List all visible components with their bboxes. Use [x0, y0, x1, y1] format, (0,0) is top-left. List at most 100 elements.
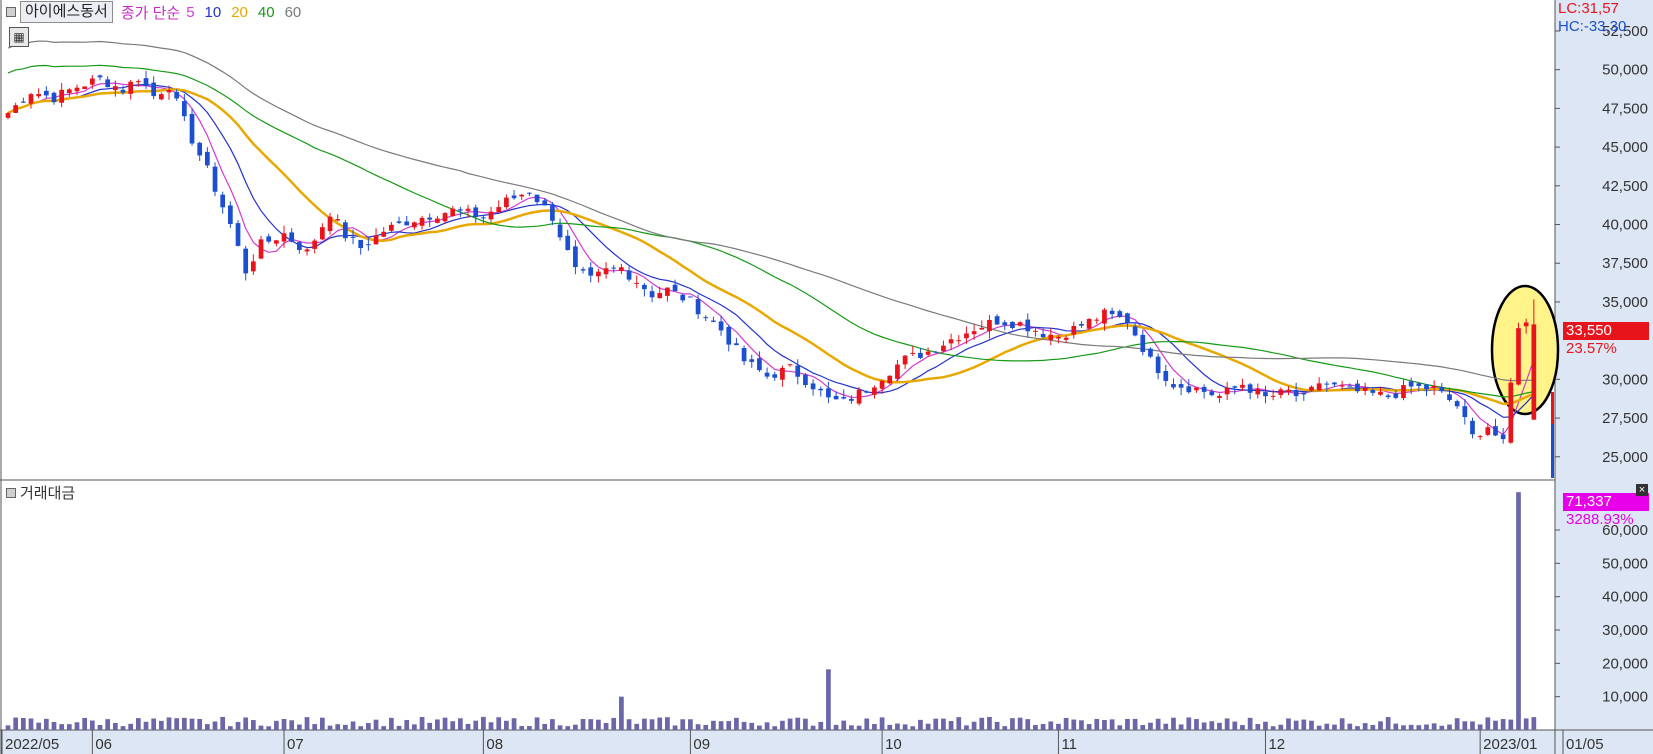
candle-body [151, 82, 157, 97]
candle-body [902, 355, 908, 365]
candle-body [59, 89, 65, 103]
candle-body [458, 209, 463, 211]
candle-body [1347, 385, 1353, 387]
ma-label-5[interactable]: 5 [186, 3, 195, 21]
candle-body [1462, 406, 1468, 418]
candle-body [488, 211, 494, 220]
volume-bar [1462, 721, 1468, 730]
candle [197, 141, 203, 161]
volume-bar [887, 724, 893, 730]
volume-bar [603, 722, 609, 730]
volume-bar [358, 726, 364, 730]
candle [1109, 307, 1115, 320]
volume-bar [66, 724, 72, 730]
volume-bar [212, 721, 218, 730]
candle [580, 266, 586, 274]
candle-body [1500, 434, 1506, 440]
candle-body [450, 208, 456, 217]
candle [427, 213, 433, 227]
candle [1278, 387, 1284, 399]
volume-bar [465, 723, 471, 730]
volume-bar [864, 718, 870, 730]
volume-panel-menu-icon[interactable] [6, 487, 16, 498]
candle [135, 79, 141, 87]
candle-body [358, 239, 364, 249]
volume-bar [734, 717, 739, 730]
candle [1447, 387, 1452, 402]
ma-label-20[interactable]: 20 [231, 3, 248, 21]
candle-body [412, 222, 417, 228]
candle [1370, 388, 1376, 396]
stock-name-button[interactable]: 아이에스동서 [20, 1, 113, 23]
price-axis-bg [1555, 0, 1653, 480]
volume-bar [1232, 721, 1238, 730]
calculator-icon[interactable]: ▦ [9, 27, 29, 47]
volume-bar [151, 718, 157, 730]
volume-bar [404, 719, 410, 730]
volume-bar [1324, 723, 1330, 730]
candle-body [925, 351, 931, 355]
candle [28, 92, 34, 109]
candle [181, 93, 187, 121]
candle-body [350, 236, 356, 238]
candle [1155, 353, 1161, 380]
volume-bar [841, 720, 847, 730]
volume-bar [1094, 718, 1100, 730]
volume-bar [120, 726, 126, 730]
volume-bar [741, 721, 747, 730]
candle [82, 86, 88, 90]
candle-body [718, 321, 724, 331]
ma-label-10[interactable]: 10 [204, 3, 222, 21]
candle-body [1224, 387, 1230, 395]
volume-bar [1500, 719, 1506, 730]
candle [1010, 321, 1015, 330]
candle [956, 335, 962, 345]
volume-bar [787, 718, 793, 730]
candle [189, 108, 195, 146]
candle [235, 220, 241, 247]
volume-bar [879, 717, 885, 730]
hc-indicator: HC:-33,30 [1558, 18, 1627, 35]
volume-bar [496, 717, 502, 730]
candle-body [74, 87, 80, 92]
candle-body [404, 221, 410, 226]
candle-body [511, 195, 517, 199]
close-icon[interactable]: × [1636, 484, 1648, 496]
ma-label-40[interactable]: 40 [257, 3, 275, 21]
candle [1477, 434, 1483, 440]
candle [979, 320, 985, 330]
candle [1385, 393, 1391, 400]
candle-body [220, 194, 226, 208]
candle-body [373, 235, 379, 245]
volume-bar [5, 725, 11, 730]
volume-bar [174, 718, 180, 730]
candle-body [1125, 313, 1130, 324]
panel-menu-icon[interactable] [6, 7, 16, 17]
candle-body [36, 94, 42, 97]
candle [358, 239, 364, 255]
volume-bar [1362, 723, 1368, 730]
candle-body [941, 345, 946, 352]
candle [1140, 329, 1146, 356]
candle [66, 88, 72, 97]
candle-body [1477, 436, 1483, 438]
candle [105, 76, 111, 88]
candle [1493, 418, 1498, 437]
candle [634, 275, 640, 289]
candle-body [166, 90, 172, 93]
candle-body [1163, 370, 1169, 381]
volume-bar [1255, 724, 1261, 730]
ma-label-60[interactable]: 60 [284, 3, 302, 21]
candle [1378, 386, 1383, 396]
candle-body [20, 101, 26, 103]
candle [473, 204, 479, 223]
candle-body [619, 267, 624, 272]
candle-body [97, 75, 103, 78]
candle [941, 340, 946, 353]
price-tick-label: 47,500 [1602, 100, 1648, 117]
volume-bar [59, 724, 65, 730]
candle-body [89, 78, 95, 85]
candle-body [227, 205, 233, 224]
candle-body [297, 242, 302, 250]
volume-bar [1408, 724, 1414, 730]
